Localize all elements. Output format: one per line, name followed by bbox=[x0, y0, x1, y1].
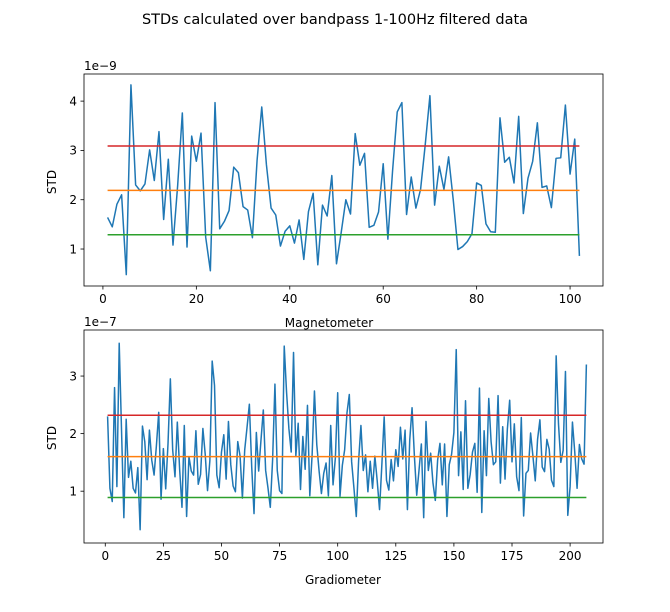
gradiometer-y-tick-label: 3 bbox=[69, 369, 77, 383]
magnetometer-y-tick-label: 4 bbox=[69, 94, 77, 108]
magnetometer-x-tick-label: 80 bbox=[469, 292, 484, 306]
magnetometer-x-tick-label: 20 bbox=[189, 292, 204, 306]
magnetometer-y-axis-label: STD bbox=[45, 170, 59, 194]
magnetometer-x-tick-label: 100 bbox=[559, 292, 582, 306]
gradiometer-x-tick-label: 75 bbox=[272, 549, 287, 563]
gradiometer-plot-frame bbox=[83, 329, 604, 544]
magnetometer-x-tick-label: 0 bbox=[99, 292, 107, 306]
gradiometer-std-series-line bbox=[106, 342, 588, 531]
gradiometer-x-tick-label: 25 bbox=[156, 549, 171, 563]
magnetometer-x-tick-label: 40 bbox=[282, 292, 297, 306]
magnetometer-y-tick-label: 2 bbox=[69, 193, 77, 207]
gradiometer-x-axis-label: Gradiometer bbox=[305, 573, 381, 587]
magnetometer-std-series-line bbox=[106, 84, 581, 276]
magnetometer-x-axis-label: Magnetometer bbox=[285, 316, 374, 330]
gradiometer-y-tick-label: 2 bbox=[69, 427, 77, 441]
magnetometer-x-tick-label: 60 bbox=[376, 292, 391, 306]
gradiometer-x-tick-label: 150 bbox=[442, 549, 465, 563]
gradiometer-x-tick-label: 200 bbox=[559, 549, 582, 563]
magnetometer-y-tick-label: 1 bbox=[69, 242, 77, 256]
gradiometer-x-tick-label: 100 bbox=[326, 549, 349, 563]
magnetometer-plot-frame bbox=[83, 73, 604, 287]
gradiometer-y-axis-label: STD bbox=[45, 426, 59, 450]
gradiometer-x-tick-label: 175 bbox=[501, 549, 524, 563]
magnetometer-y-tick-label: 3 bbox=[69, 144, 77, 158]
gradiometer-x-tick-label: 0 bbox=[101, 549, 109, 563]
gradiometer-scale-label: 1e−7 bbox=[84, 315, 117, 329]
gradiometer-x-tick-label: 50 bbox=[214, 549, 229, 563]
gradiometer-panel: 1e−7 STD Gradiometer 0 25 50 75 100 125 150 175… bbox=[45, 315, 604, 587]
magnetometer-panel: 1e−9 STD Magnetometer 0 20 40 60 80 100 1 2 3 4 bbox=[45, 59, 604, 330]
gradiometer-x-tick-label: 125 bbox=[384, 549, 407, 563]
gradiometer-y-tick-label: 1 bbox=[69, 484, 77, 498]
magnetometer-scale-label: 1e−9 bbox=[84, 59, 117, 73]
figure-title: STDs calculated over bandpass 1-100Hz fi… bbox=[142, 12, 528, 28]
